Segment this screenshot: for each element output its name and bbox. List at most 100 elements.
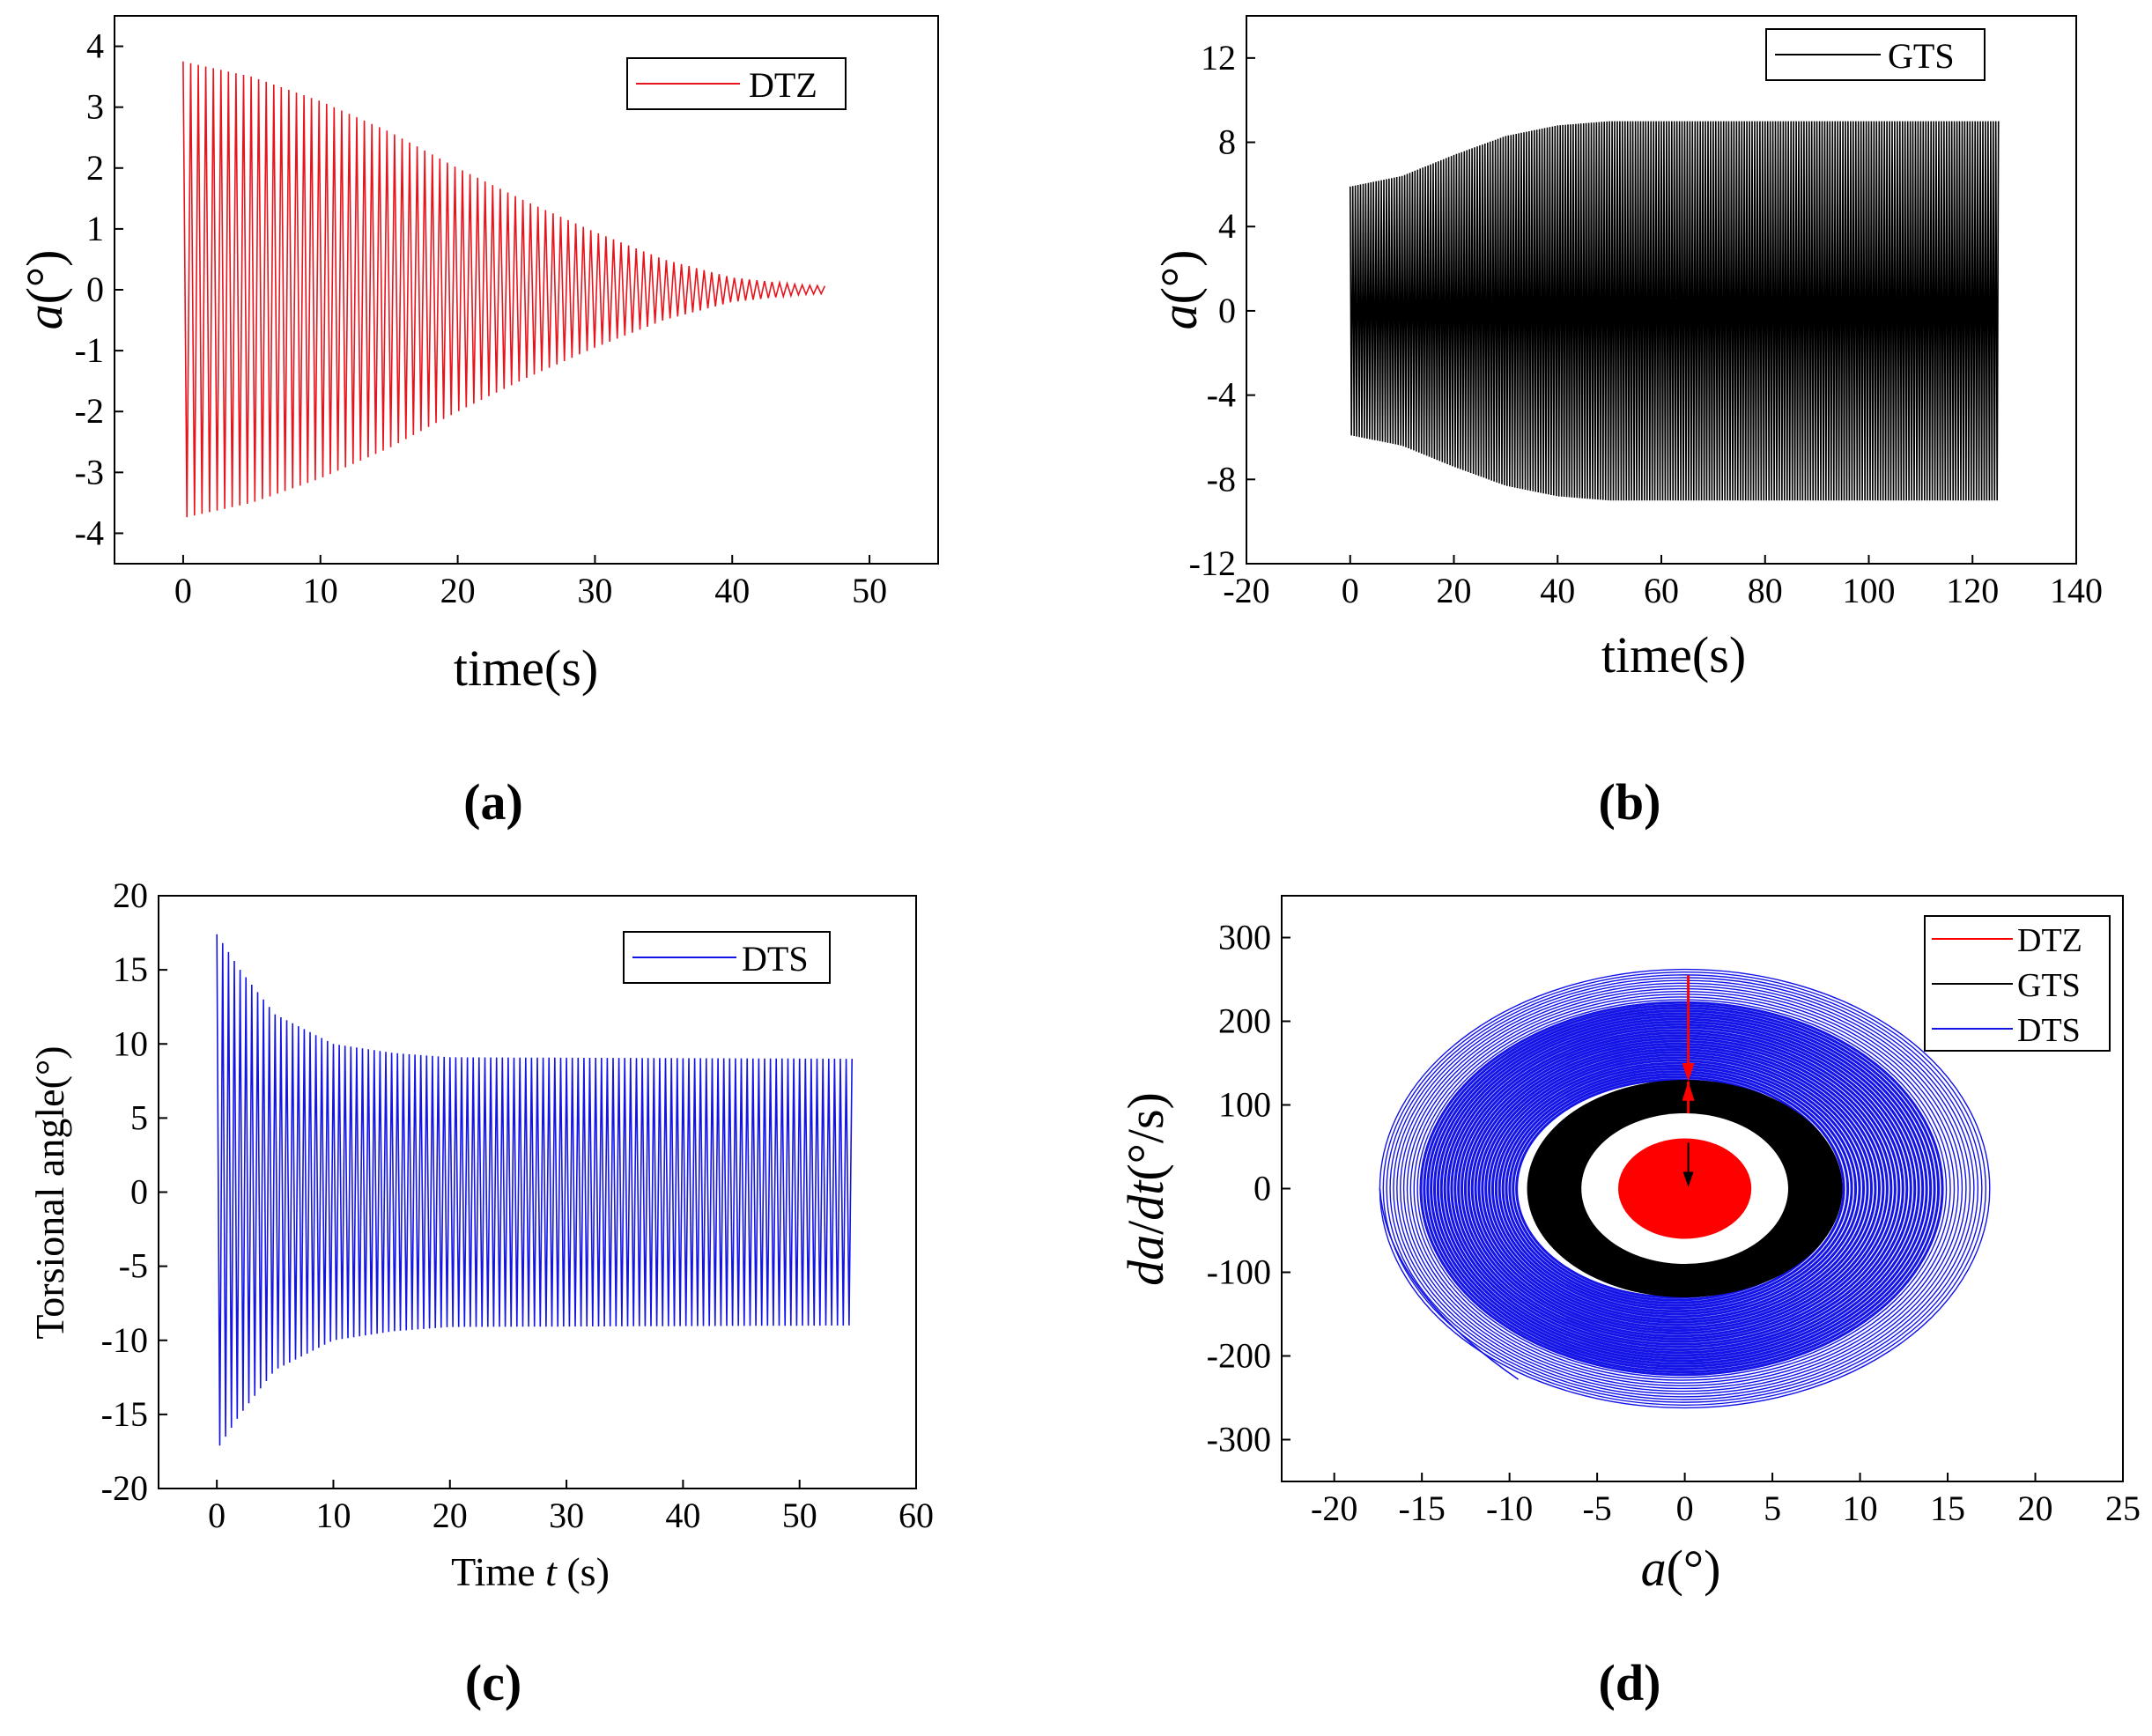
x-tick-label: 100 [1843,571,1896,610]
x-tick-label: 50 [852,571,887,610]
x-axis-label: a(°) [1641,1540,1721,1597]
y-tick-label: 12 [1201,38,1236,78]
x-ticks: 0 10 20 30 40 50 60 [208,1480,934,1535]
dts-orbit [1457,1031,1901,1346]
y-tick-label: -3 [75,452,104,491]
legend-label-dts: DTS [2017,1012,2081,1049]
legend-label-dtz: DTZ [749,65,817,105]
dts-orbit [1396,982,1971,1395]
legend: DTZ GTS DTS [1924,915,2111,1052]
x-tick-label: 120 [1946,571,1999,610]
y-ticks: -12 -8 -4 0 4 8 12 [1189,38,1255,583]
dts-orbit [1470,1042,1885,1335]
y-tick-label: 4 [1218,206,1236,246]
panel-c: 0 10 20 30 40 50 60 -20 -15 -10 -5 0 5 10 15 20 Time t… [27,875,934,1711]
y-axis-label: Torsional angle(°) [27,1045,72,1339]
y-tick-label: -8 [1207,459,1236,499]
x-tick-label: 0 [1676,1489,1694,1528]
x-tick-label: 140 [2050,571,2103,610]
series-line-dtz [182,61,826,518]
dts-orbit [1481,1051,1873,1326]
y-tick-label: -200 [1207,1336,1271,1376]
dtz-arrow-down [1682,1063,1695,1082]
legend-label-gts: GTS [2017,967,2081,1004]
x-tick-label: -5 [1582,1489,1611,1528]
y-tick-label: -15 [101,1394,148,1434]
y-tick-label: 5 [130,1097,148,1137]
legend-label-dts: DTS [742,939,809,979]
x-axis-label: Time t (s) [451,1549,610,1594]
dts-orbit [1498,1064,1853,1313]
x-ticks: -20 -15 -10 -5 0 5 10 15 20 25 [1311,1473,2141,1528]
dts-orbit [1505,1070,1845,1307]
y-tick-label: -4 [1207,375,1236,415]
dts-orbit [1393,979,1975,1398]
x-tick-label: -20 [1311,1489,1357,1528]
x-tick-label: 10 [303,571,338,610]
x-tick-label: 5 [1764,1489,1781,1528]
dts-orbit [1443,1020,1917,1357]
panel-caption-c: (c) [465,1654,521,1711]
panel-caption-b: (b) [1599,773,1661,831]
legend: DTZ [626,57,847,110]
x-tick-label: 30 [549,1496,584,1535]
center-arrow-head [1682,1171,1694,1187]
x-tick-label: 80 [1748,571,1783,610]
dts-orbit [1430,1009,1933,1368]
dts-orbit [1450,1025,1909,1352]
y-ticks: -300 -200 -100 0 100 200 300 [1207,918,1290,1459]
y-tick-label: 8 [1218,122,1236,162]
x-tick-label: 0 [174,571,192,610]
y-tick-label: -100 [1207,1252,1271,1292]
y-tick-label: 0 [130,1172,148,1212]
dts-orbit [1432,1012,1928,1365]
x-ticks: -20 0 20 40 60 80 100 120 140 [1223,555,2103,610]
dts-orbit [1484,1053,1869,1324]
x-tick-label: 0 [1342,571,1359,610]
x-tick-label: -15 [1399,1489,1446,1528]
phase-trajectories [1379,968,1991,1409]
x-tick-label: 30 [577,571,612,610]
legend-label-gts: GTS [1888,36,1955,76]
x-tick-label: 60 [1644,571,1679,610]
dts-orbit [1474,1045,1881,1333]
series-gts [1350,121,2000,501]
y-tick-label: -12 [1189,543,1236,583]
x-tick-label: 10 [315,1496,351,1535]
y-tick-label: -10 [101,1320,148,1360]
plot-frame [158,895,917,1489]
panel-caption-a: (a) [463,773,523,831]
dts-orbit [1402,987,1963,1390]
dts-orbit [1461,1034,1897,1343]
x-tick-label: 60 [899,1496,934,1535]
y-tick-label: 1 [86,209,104,248]
dts-orbit [1419,1001,1944,1377]
x-tick-label: 20 [433,1496,468,1535]
dts-orbit [1423,1003,1941,1374]
dts-orbit [1467,1039,1889,1338]
y-tick-label: -5 [119,1246,148,1286]
y-axis-label: a(°) [16,250,73,330]
x-tick-label: -10 [1486,1489,1533,1528]
y-tick-label: -20 [101,1468,148,1508]
dts-orbit [1494,1061,1858,1316]
dts-orbit [1399,985,1967,1392]
y-ticks: -20 -15 -10 -5 0 5 10 15 20 [101,875,167,1508]
dts-orbit [1413,996,1951,1381]
series-line-gts [1350,121,2000,501]
dtz-orbit [1618,1138,1752,1239]
x-tick-label: 50 [782,1496,817,1535]
dts-orbit [1439,1017,1920,1360]
dts-orbit [1463,1037,1893,1341]
dts-start-tail [1379,1188,1520,1380]
y-tick-label: 2 [86,148,104,188]
series-line-dts [216,934,853,1446]
y-ticks: -4 -3 -2 -1 0 1 2 3 4 [75,26,123,552]
dts-orbit [1426,1006,1936,1371]
panel-b: -20 0 20 40 60 80 100 120 140 -12 -8 -4 0 4 8 12 time(… [1150,15,2103,831]
panel-a: 0 10 20 30 40 50 -4 -3 -2 -1 0 1 2 3 4 time(s) a(°) D… [16,15,939,831]
dts-orbit [1490,1059,1861,1319]
y-tick-label: 0 [86,270,104,309]
x-tick-label: 10 [1843,1489,1878,1528]
dts-orbit [1416,999,1948,1378]
